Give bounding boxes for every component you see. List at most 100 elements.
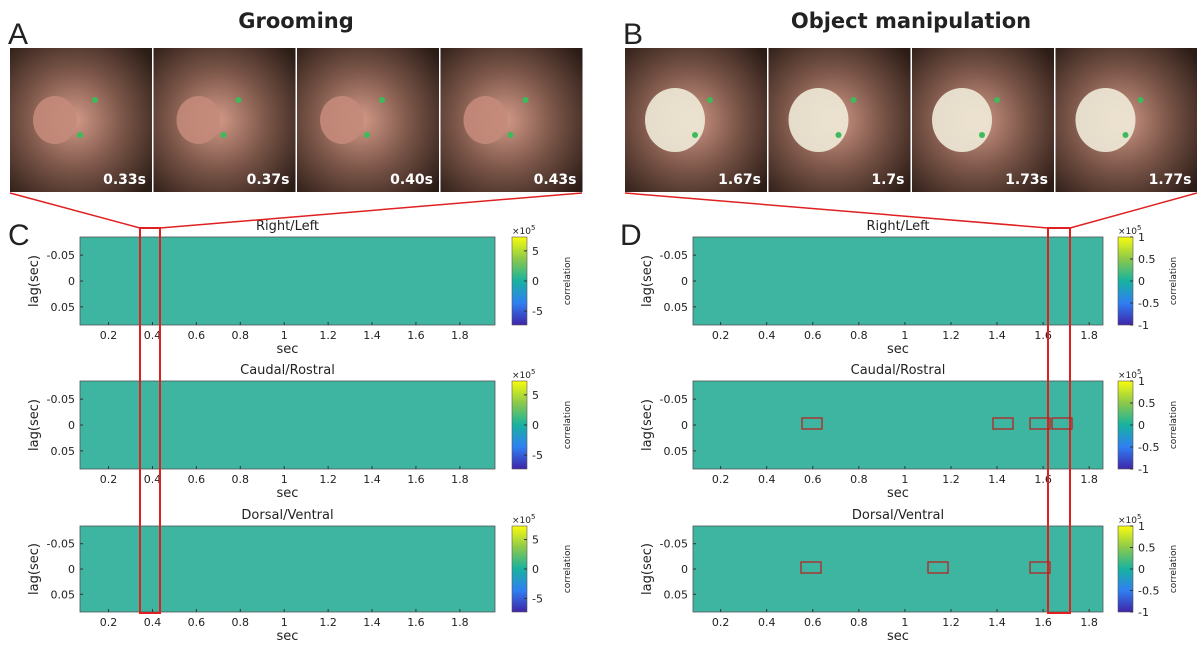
x-axis-label: sec xyxy=(277,486,299,501)
y-tick-label: -0.05 xyxy=(660,538,688,551)
x-tick-label: 1 xyxy=(281,329,288,342)
colorbar-tick-label: 1 xyxy=(1138,520,1145,533)
x-tick-label: 1.2 xyxy=(319,473,337,486)
x-tick-label: 0.6 xyxy=(804,329,822,342)
x-tick-label: 0.4 xyxy=(144,616,162,629)
photo-detail xyxy=(645,88,705,152)
x-tick-label: 1.2 xyxy=(319,616,337,629)
plot-title: Dorsal/Ventral xyxy=(241,508,333,523)
marker xyxy=(979,132,985,138)
y-tick-label: 0 xyxy=(681,419,688,432)
plot-title: Dorsal/Ventral xyxy=(852,508,944,523)
x-axis-label: sec xyxy=(277,342,299,357)
connector xyxy=(625,193,1048,228)
colorbar-tick-label: -1 xyxy=(1138,606,1149,619)
y-tick-label: -0.05 xyxy=(47,393,75,406)
x-tick-label: 1 xyxy=(901,473,908,486)
x-tick-label: 0.2 xyxy=(100,329,118,342)
x-tick-label: 0.8 xyxy=(850,616,868,629)
colorbar-exponent: ×105 xyxy=(512,368,535,381)
colorbar-tick-label: -0.5 xyxy=(1138,441,1159,454)
exp-base: ×10 xyxy=(512,371,531,381)
colorbar-tick-label: -5 xyxy=(532,305,543,318)
x-tick-label: 1.6 xyxy=(1034,329,1052,342)
marker xyxy=(1138,97,1144,103)
photo-detail xyxy=(33,96,77,144)
y-tick-label: 0.05 xyxy=(664,445,689,458)
frame-time: 0.33s xyxy=(103,172,146,188)
colorbar-tick-label: -1 xyxy=(1138,319,1149,332)
x-tick-label: 1 xyxy=(281,616,288,629)
x-tick-label: 1.4 xyxy=(363,329,381,342)
colorbar-label: correlation xyxy=(1169,545,1179,593)
heatmap-bg xyxy=(693,526,1103,612)
connector xyxy=(1070,193,1197,228)
x-tick-label: 0.6 xyxy=(804,616,822,629)
panel-letter: D xyxy=(620,219,642,252)
heatmap-bg xyxy=(80,526,495,612)
y-tick-label: 0 xyxy=(681,563,688,576)
photo-frame xyxy=(10,48,152,192)
x-tick-label: 0.6 xyxy=(188,616,206,629)
y-tick-label: -0.05 xyxy=(47,249,75,262)
y-tick-label: -0.05 xyxy=(660,249,688,262)
y-axis-label: lag(sec) xyxy=(640,399,655,451)
panel-letter: B xyxy=(623,18,643,51)
marker xyxy=(692,132,698,138)
x-tick-label: 1.6 xyxy=(407,616,425,629)
exp-base: ×10 xyxy=(1118,371,1137,381)
y-tick-label: 0.05 xyxy=(664,588,689,601)
x-axis-label: sec xyxy=(887,342,909,357)
colorbar-tick-label: 1 xyxy=(1138,375,1145,388)
heatmap-bg xyxy=(80,381,495,469)
y-axis-label: lag(sec) xyxy=(640,255,655,307)
frame-time: 1.7s xyxy=(871,172,904,188)
colorbar-tick-label: -1 xyxy=(1138,463,1149,476)
heatmap-bg xyxy=(693,381,1103,469)
colorbar-tick-label: 0 xyxy=(1138,563,1145,576)
exp-power: 5 xyxy=(531,513,535,521)
photo-detail xyxy=(464,96,508,144)
frame-time: 0.40s xyxy=(390,172,433,188)
colorbar-tick-label: 5 xyxy=(532,389,539,402)
marker xyxy=(707,97,713,103)
marker xyxy=(364,132,370,138)
x-tick-label: 1.4 xyxy=(988,616,1006,629)
x-tick-label: 0.4 xyxy=(758,616,776,629)
photo-frame xyxy=(154,48,296,192)
marker xyxy=(836,132,842,138)
marker xyxy=(994,97,1000,103)
x-tick-label: 0.2 xyxy=(100,616,118,629)
colorbar-exponent: ×105 xyxy=(512,224,535,237)
x-tick-label: 0.6 xyxy=(188,473,206,486)
y-tick-label: 0.05 xyxy=(51,301,76,314)
colorbar-tick-label: 5 xyxy=(532,534,539,547)
colorbar-tick-label: 0 xyxy=(1138,419,1145,432)
y-tick-label: 0.05 xyxy=(51,445,76,458)
marker xyxy=(221,132,227,138)
colorbar-tick-label: 1 xyxy=(1138,231,1145,244)
x-tick-label: 0.8 xyxy=(850,329,868,342)
x-tick-label: 1.8 xyxy=(451,616,469,629)
x-tick-label: 1.8 xyxy=(1080,616,1098,629)
frame-time: 1.67s xyxy=(718,172,761,188)
x-tick-label: 1.4 xyxy=(363,473,381,486)
x-tick-label: 0.2 xyxy=(712,473,730,486)
blob xyxy=(1101,385,1116,429)
x-tick-label: 0.8 xyxy=(232,616,250,629)
x-tick-label: 1.2 xyxy=(942,473,960,486)
photo-detail xyxy=(789,88,849,152)
y-tick-label: 0 xyxy=(68,563,75,576)
x-tick-label: 1.6 xyxy=(1034,473,1052,486)
x-tick-label: 0.4 xyxy=(758,329,776,342)
exp-base: ×10 xyxy=(512,516,531,526)
colorbar-tick-label: 0 xyxy=(532,563,539,576)
x-tick-label: 0.6 xyxy=(188,329,206,342)
exp-base: ×10 xyxy=(512,227,531,237)
colorbar-tick-label: 0.5 xyxy=(1138,542,1156,555)
x-axis-label: sec xyxy=(887,486,909,501)
panel-title: Object manipulation xyxy=(791,9,1031,33)
panel-letter: C xyxy=(8,219,30,252)
plot-title: Right/Left xyxy=(256,219,319,234)
